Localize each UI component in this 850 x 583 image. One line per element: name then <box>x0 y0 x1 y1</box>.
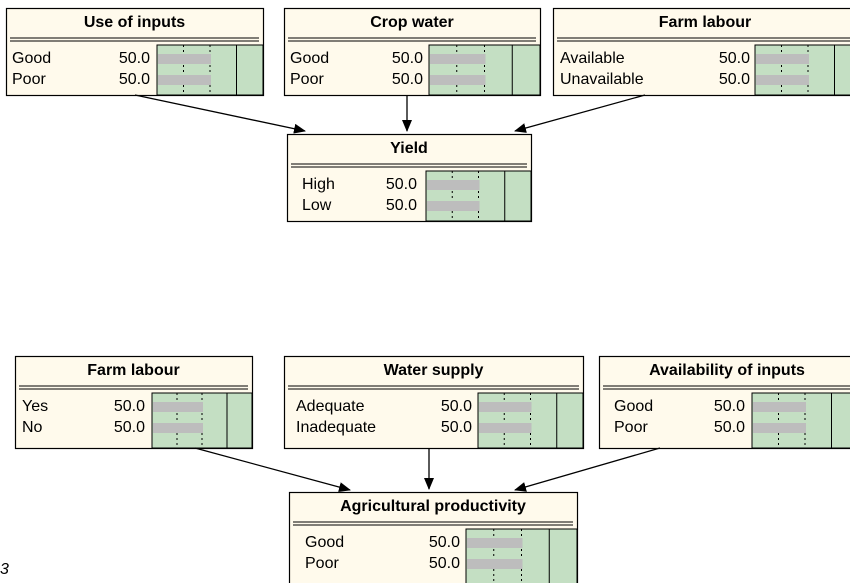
belief-bar <box>756 54 809 64</box>
belief-bar <box>427 201 480 211</box>
node: Use of inputs Good 50.0 Poor 50.0 <box>5 7 265 97</box>
state-value: 50.0 <box>719 71 750 88</box>
arrow <box>194 447 351 492</box>
belief-bar <box>753 423 806 433</box>
state-name: Inadequate <box>296 419 376 436</box>
state-value: 50.0 <box>114 398 145 415</box>
state-name: Poor <box>290 71 324 88</box>
node: Yield High 50.0 Low 50.0 <box>286 133 533 223</box>
state-name: Unavailable <box>560 71 644 88</box>
bar-area <box>751 392 850 449</box>
belief-bar <box>430 54 486 64</box>
node-title: Farm labour <box>659 14 751 31</box>
node: Water supply Adequate 50.0 Inadequate 50.0 <box>283 355 585 450</box>
node-title: Use of inputs <box>84 14 185 31</box>
node-title: Water supply <box>384 362 484 379</box>
node-title: Agricultural productivity <box>340 498 526 515</box>
caption: 3 <box>0 561 9 578</box>
state-name: Poor <box>614 419 648 436</box>
state-name: Good <box>12 50 51 67</box>
node-title: Farm labour <box>87 362 179 379</box>
belief-bar <box>756 75 809 85</box>
arrow <box>514 447 661 492</box>
state-value: 50.0 <box>441 398 472 415</box>
state-value: 50.0 <box>392 71 423 88</box>
node: Farm labour Yes 50.0 No 50.0 <box>14 355 254 450</box>
state-name: Yes <box>22 398 48 415</box>
state-value: 50.0 <box>429 555 460 572</box>
state-value: 50.0 <box>392 50 423 67</box>
bar-area <box>754 44 850 96</box>
state-value: 50.0 <box>119 50 150 67</box>
belief-bar <box>479 402 532 412</box>
state-name: High <box>302 176 335 193</box>
node-title: Availability of inputs <box>649 362 805 379</box>
state-value: 50.0 <box>386 176 417 193</box>
belief-bar <box>467 538 523 548</box>
state-value: 50.0 <box>119 71 150 88</box>
node: Availability of inputs Good 50.0 Poor 50.0 <box>598 355 850 450</box>
arrows <box>134 94 661 492</box>
state-value: 50.0 <box>386 197 417 214</box>
state-name: Poor <box>305 555 339 572</box>
belief-bar <box>430 75 486 85</box>
state-value: 50.0 <box>714 398 745 415</box>
state-value: 50.0 <box>429 534 460 551</box>
state-name: Good <box>290 50 329 67</box>
node: Agricultural productivity Good 50.0 Poor 50.… <box>288 491 579 583</box>
state-name: Poor <box>12 71 46 88</box>
state-value: 50.0 <box>714 419 745 436</box>
belief-bar <box>153 423 203 433</box>
belief-bar <box>427 180 480 190</box>
state-name: Adequate <box>296 398 365 415</box>
node: Crop water Good 50.0 Poor 50.0 <box>283 7 542 97</box>
state-value: 50.0 <box>114 419 145 436</box>
node: Farm labour Available 50.0 Unavailable 50.0 <box>552 7 850 97</box>
state-value: 50.0 <box>441 419 472 436</box>
arrow <box>134 94 306 134</box>
node-title: Yield <box>390 140 428 157</box>
state-name: Available <box>560 50 625 67</box>
belief-bar <box>158 75 211 85</box>
belief-bar <box>158 54 211 64</box>
state-value: 50.0 <box>719 50 750 67</box>
belief-bar <box>467 559 523 569</box>
state-name: Low <box>302 197 332 214</box>
state-name: No <box>22 419 43 436</box>
state-name: Good <box>305 534 344 551</box>
belief-bar <box>479 423 532 433</box>
node-title: Crop water <box>370 14 454 31</box>
state-name: Good <box>614 398 653 415</box>
belief-bar <box>153 402 203 412</box>
arrow <box>514 94 646 133</box>
belief-bar <box>753 402 806 412</box>
